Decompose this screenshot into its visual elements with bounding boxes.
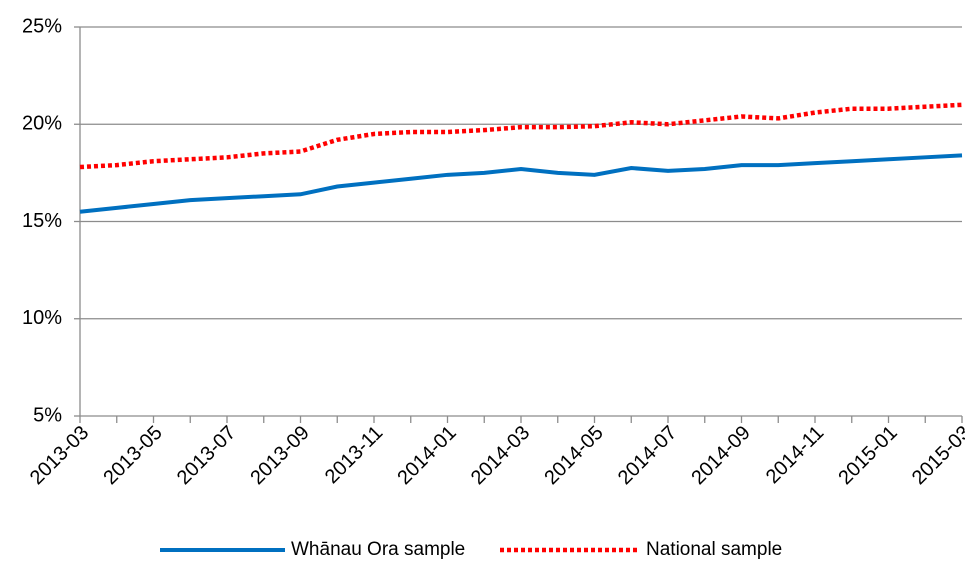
x-tick-label: 2014-11	[762, 422, 828, 488]
x-tick-label: 2013-07	[173, 422, 240, 489]
y-tick-label: 20%	[22, 113, 62, 135]
x-tick-label: 2014-01	[393, 422, 460, 489]
x-tick-label: 2013-11	[321, 422, 387, 488]
x-tick-label: 2013-03	[26, 422, 93, 489]
x-tick-label: 2015-01	[834, 422, 901, 489]
x-tick-label: 2014-09	[687, 422, 754, 489]
y-tick-label: 15%	[22, 210, 62, 232]
x-tick-label: 2014-05	[540, 422, 607, 489]
series-line	[79, 153, 963, 214]
y-tick-label: 25%	[22, 15, 62, 37]
x-tick-label: 2013-05	[99, 422, 166, 489]
legend: Whānau Ora sample National sample	[160, 539, 782, 560]
x-tick-label: 2014-07	[614, 422, 681, 489]
legend-label: National sample	[646, 539, 782, 560]
x-tick-label: 2015-03	[908, 422, 965, 489]
x-tick-label: 2013-09	[246, 422, 313, 489]
x-tick-label: 2014-03	[467, 422, 534, 489]
legend-label: Whānau Ora sample	[291, 539, 465, 560]
series-line	[79, 102, 963, 170]
y-tick-label: 10%	[22, 307, 62, 329]
y-tick-label: 5%	[33, 404, 62, 426]
